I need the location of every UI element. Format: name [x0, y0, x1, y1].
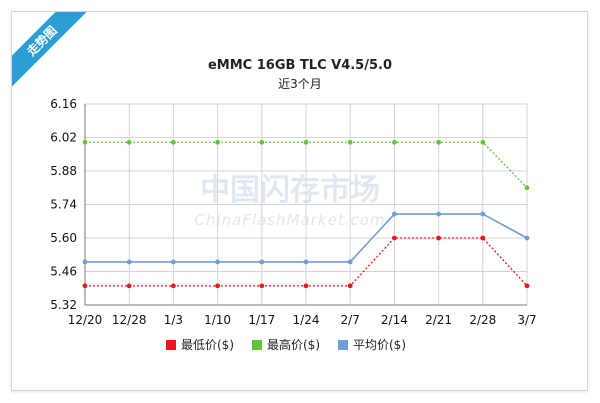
series-point-2	[215, 259, 221, 265]
x-tick-label: 2/28	[469, 313, 496, 327]
watermark-cn: 中国闪存市场	[200, 173, 380, 208]
series-point-0	[171, 283, 176, 289]
y-tick-label: 6.16	[50, 97, 77, 111]
series-point-0	[259, 283, 265, 289]
x-tick-label: 1/10	[204, 313, 231, 327]
series-point-1	[126, 139, 132, 145]
x-tick-label: 1/17	[248, 313, 275, 327]
x-tick-label: 12/20	[68, 313, 103, 327]
series-point-1	[524, 185, 530, 191]
y-tick-label: 5.60	[50, 231, 77, 245]
x-tick-label: 1/3	[164, 313, 183, 327]
series-point-2	[436, 211, 441, 217]
series-point-2	[171, 259, 176, 265]
series-point-2	[126, 259, 132, 265]
y-tick-label: 5.74	[50, 198, 77, 212]
x-tick-label: 3/7	[517, 313, 536, 327]
chart-subtitle: 近3个月	[278, 77, 322, 91]
series-point-0	[524, 283, 530, 289]
series-point-1	[392, 139, 397, 145]
series-point-1	[436, 139, 441, 145]
x-tick-label: 2/7	[341, 313, 360, 327]
series-point-2	[259, 259, 265, 265]
legend-swatch-1	[252, 340, 262, 350]
legend-swatch-0	[166, 340, 176, 350]
series-point-0	[480, 235, 486, 241]
series-point-2	[524, 235, 530, 241]
series-point-1	[303, 139, 309, 145]
legend-label-1: 最高价($)	[267, 337, 320, 352]
series-point-1	[259, 139, 265, 145]
series-point-0	[347, 283, 353, 289]
series-point-0	[126, 283, 132, 289]
series-point-0	[215, 283, 221, 289]
y-tick-label: 6.02	[50, 131, 77, 145]
series-point-2	[82, 259, 88, 265]
series-point-1	[480, 139, 486, 145]
series-point-1	[347, 139, 353, 145]
series-point-0	[303, 283, 309, 289]
x-tick-label: 12/28	[112, 313, 147, 327]
legend-swatch-2	[338, 340, 348, 350]
y-tick-label: 5.32	[50, 298, 77, 312]
series-point-2	[392, 211, 397, 217]
chart-title: eMMC 16GB TLC V4.5/5.0	[208, 58, 392, 73]
series-point-0	[436, 235, 441, 241]
series-point-0	[392, 235, 397, 241]
series-point-0	[82, 283, 88, 289]
y-tick-label: 5.88	[50, 164, 77, 178]
legend-label-2: 平均价($)	[353, 338, 406, 352]
x-tick-label: 1/24	[293, 313, 320, 327]
series-point-2	[347, 259, 353, 265]
series-point-2	[303, 259, 309, 265]
chart-card: 走势图	[11, 11, 588, 391]
x-tick-label: 2/21	[425, 313, 452, 327]
series-point-1	[82, 139, 88, 145]
watermark-en: ChinaFlashMarket.com	[194, 211, 385, 229]
y-tick-label: 5.46	[50, 265, 77, 279]
series-point-1	[215, 139, 221, 145]
series-point-2	[480, 211, 486, 217]
legend-label-0: 最低价($)	[181, 338, 234, 352]
series-point-1	[171, 139, 176, 145]
x-tick-label: 2/14	[381, 313, 408, 327]
